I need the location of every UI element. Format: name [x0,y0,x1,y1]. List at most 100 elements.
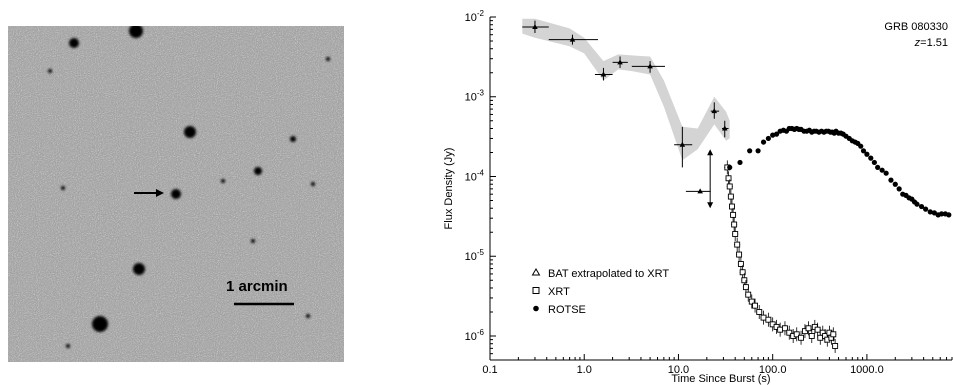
xrt-point [777,326,784,333]
xrt-point [729,203,735,210]
xrt-point [734,241,741,248]
rotse-point [755,148,761,154]
rotse-point [883,170,889,176]
star [66,344,70,348]
xrt-point [786,329,793,336]
x-axis-title: Time Since Burst (s) [671,373,770,385]
xrt-point [739,269,746,276]
legend-label: BAT extrapolated to XRT [548,268,669,280]
rotse-point [860,148,867,154]
rotse-point [868,155,874,161]
xrt-point [745,291,752,298]
rotse-point [896,186,902,192]
bat-limit-arrowhead-down [707,202,714,209]
rotse-point [727,164,733,171]
rotse-point [747,148,753,154]
star [290,136,296,142]
star [69,38,79,48]
star-field [48,26,330,348]
rotse-point [914,201,920,207]
xrt-point [730,211,737,218]
star [133,263,145,275]
bat-point [617,59,623,65]
legend-marker-square [532,287,540,294]
redshift-annotation: z=1.51 [914,37,948,49]
xrt-point [752,302,759,309]
rotse-point [927,209,933,215]
xrt-point [830,331,837,338]
source-arrowhead [156,189,164,197]
bat-band-layer [522,18,730,161]
x-tick-label: 100.0 [759,364,787,376]
rotse-point [858,143,864,149]
y-tick-label: 10-2 [465,9,485,24]
star [48,69,52,73]
xrt-point [741,277,748,284]
bat-point [679,141,686,147]
rotse-point [737,159,743,166]
rotse-point [760,139,767,145]
star [129,26,143,38]
xrt-point [727,193,734,200]
rotse-point [879,167,885,173]
bat-uncertainty-band [522,18,730,161]
xrt-point [748,298,755,305]
rotse-series [727,125,952,218]
bat-point [711,108,718,114]
bat-point [647,63,653,69]
star [92,316,108,332]
rotse-point [892,181,898,187]
bat-limit-point [697,188,703,194]
legend-marker-circle [533,305,539,312]
xrt-point [756,309,763,315]
xrt-point [817,334,824,341]
xrt-point [725,175,732,182]
xrt-point [793,331,800,338]
star [171,189,181,199]
rotse-point [923,206,929,212]
rotse-point [770,132,776,138]
rotse-point [773,131,780,137]
rotse-point [888,177,894,183]
x-tick-label: 1000.0 [850,364,884,376]
axes: 0.1 1.0 10.0 100.0 1000.0 10-6 10-5 10-4 10-3 10-… [465,9,953,376]
rotse-point [938,211,945,217]
grb-name-annotation: GRB 080330 [884,21,948,33]
rotse-point [875,164,881,171]
y-tick-label: 10-6 [465,328,485,343]
xrt-point [742,284,749,291]
star [251,239,255,243]
x-tick-label: 10.0 [668,364,689,376]
sky-image-canvas [8,26,344,362]
xrt-point [760,314,767,321]
light-curve-chart: 0.1 1.0 10.0 100.0 1000.0 10-6 10-5 10-4 10-3 10-… [443,9,953,385]
legend: BAT extrapolated to XRT XRT ROTSE [531,268,669,316]
xrt-point [782,325,788,332]
x-tick-label: 0.1 [482,364,497,376]
star [184,126,196,138]
rotse-point [918,203,925,210]
xrt-point [832,343,839,349]
bat-limit-arrowhead-up [707,149,714,156]
x-tick-label: 1.0 [577,364,592,376]
bat-point [600,71,607,77]
xrt-series [724,160,839,353]
star [311,182,315,186]
xrt-point [732,231,739,237]
bat-point [532,23,538,29]
rotse-point [864,151,870,157]
xrt-point [798,334,804,341]
y-axis-title: Flux Density (Jy) [443,148,455,230]
xrt-point [814,326,821,333]
xrt-point [736,251,743,258]
sky-image [8,26,344,362]
scale-bar-label: 1 arcmin [226,278,288,295]
xrt-point [808,333,815,339]
legend-label: XRT [548,286,570,298]
legend-label: ROTSE [548,304,586,316]
bat-point [721,125,728,131]
y-tick-label: 10-5 [465,248,485,263]
star [326,57,330,61]
legend-marker-triangle [531,268,541,276]
rotse-point [765,135,771,142]
